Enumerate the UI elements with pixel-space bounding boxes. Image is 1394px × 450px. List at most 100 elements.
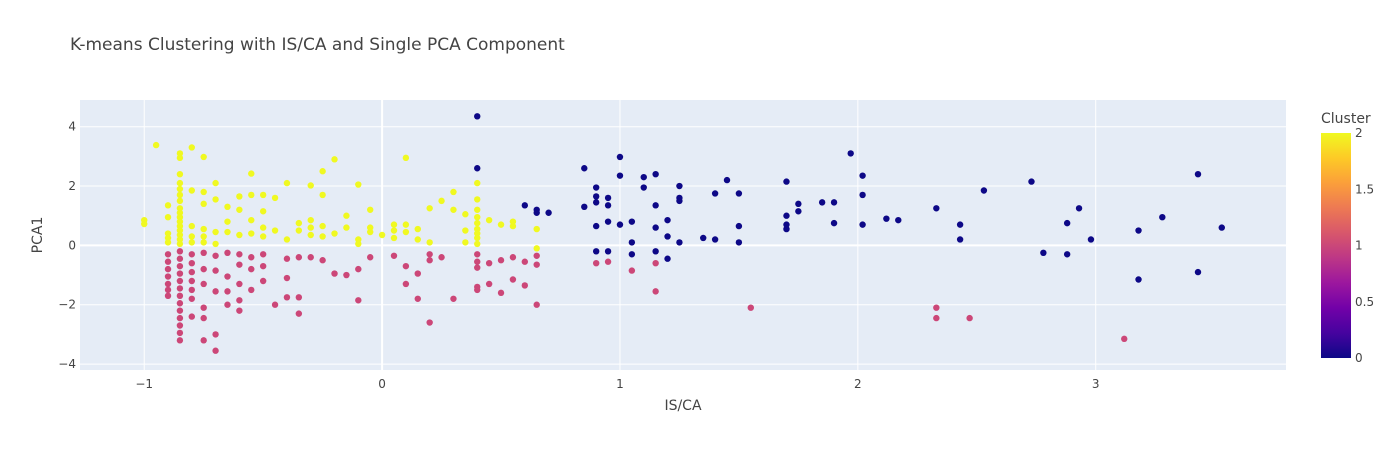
- data-point-cluster-0: [1063, 251, 1071, 258]
- data-point-cluster-2: [367, 206, 374, 213]
- data-point-cluster-0: [664, 255, 671, 262]
- data-point-cluster-1: [509, 254, 517, 261]
- data-point-cluster-2: [164, 239, 172, 246]
- data-point-cluster-2: [176, 236, 184, 243]
- data-point-cluster-2: [402, 154, 410, 162]
- data-point-cluster-1: [200, 249, 207, 257]
- data-point-cluster-0: [956, 221, 964, 228]
- data-point-cluster-0: [676, 239, 683, 246]
- data-point-cluster-2: [307, 216, 314, 224]
- data-point-cluster-1: [236, 307, 243, 314]
- data-point-cluster-2: [319, 168, 326, 175]
- data-point-cluster-1: [176, 314, 184, 322]
- data-point-cluster-1: [212, 347, 219, 354]
- data-point-cluster-0: [664, 216, 671, 224]
- data-point-cluster-2: [474, 225, 481, 233]
- data-point-cluster-0: [533, 209, 540, 216]
- data-point-cluster-2: [152, 141, 160, 149]
- data-point-cluster-1: [533, 252, 540, 259]
- data-point-cluster-2: [188, 187, 195, 194]
- data-point-cluster-2: [390, 227, 398, 234]
- data-point-cluster-0: [604, 248, 612, 255]
- data-point-cluster-1: [485, 280, 493, 288]
- data-point-cluster-1: [200, 304, 207, 311]
- data-point-cluster-1: [188, 259, 195, 267]
- data-point-cluster-1: [271, 301, 279, 308]
- data-point-cluster-2: [212, 196, 219, 203]
- data-point-cluster-2: [176, 154, 184, 162]
- data-point-cluster-2: [533, 245, 540, 252]
- data-point-cluster-1: [164, 280, 172, 288]
- data-point-cluster-2: [248, 170, 255, 177]
- data-point-cluster-1: [236, 251, 243, 258]
- data-point-cluster-1: [414, 295, 421, 302]
- data-point-cluster-1: [319, 257, 326, 264]
- data-point-cluster-0: [1063, 219, 1071, 227]
- data-point-cluster-1: [331, 270, 338, 277]
- data-point-cluster-0: [592, 222, 600, 230]
- data-point-cluster-2: [212, 228, 219, 236]
- data-point-cluster-0: [616, 172, 624, 179]
- data-point-cluster-0: [604, 218, 612, 225]
- data-point-cluster-2: [212, 179, 219, 187]
- data-point-cluster-0: [1194, 268, 1202, 276]
- plot-area: [80, 100, 1286, 370]
- data-point-cluster-1: [259, 262, 267, 270]
- data-point-cluster-2: [414, 236, 421, 243]
- data-point-cluster-2: [390, 234, 398, 242]
- y-tick-label: 2: [68, 179, 76, 193]
- data-point-cluster-0: [783, 178, 790, 185]
- data-point-cluster-1: [176, 337, 184, 344]
- data-point-cluster-1: [176, 255, 184, 262]
- data-point-cluster-0: [723, 176, 731, 184]
- data-point-cluster-0: [830, 219, 838, 227]
- data-point-cluster-2: [462, 227, 469, 234]
- data-point-cluster-1: [188, 251, 195, 258]
- data-point-cluster-2: [474, 240, 481, 248]
- data-point-cluster-1: [474, 258, 481, 265]
- data-point-cluster-1: [438, 254, 445, 261]
- data-point-cluster-2: [176, 240, 184, 248]
- data-point-cluster-0: [1075, 205, 1083, 212]
- data-point-cluster-0: [592, 193, 600, 200]
- data-point-cluster-2: [176, 185, 184, 193]
- data-point-cluster-1: [176, 270, 184, 277]
- data-point-cluster-0: [818, 199, 826, 206]
- x-tick-label: 1: [616, 377, 624, 391]
- data-point-cluster-1: [200, 265, 207, 273]
- data-point-cluster-2: [200, 153, 207, 161]
- data-point-cluster-2: [224, 203, 231, 211]
- data-point-cluster-0: [783, 221, 790, 228]
- data-point-cluster-0: [933, 205, 940, 212]
- data-point-cluster-1: [295, 310, 303, 317]
- data-point-cluster-2: [307, 224, 314, 231]
- x-tick-label: 2: [854, 377, 862, 391]
- data-point-cluster-1: [966, 314, 973, 322]
- data-point-cluster-2: [343, 212, 350, 219]
- data-point-cluster-2: [188, 222, 195, 230]
- data-point-cluster-1: [390, 252, 398, 259]
- data-point-cluster-0: [628, 251, 636, 258]
- data-point-cluster-1: [224, 301, 231, 308]
- data-point-cluster-2: [176, 197, 184, 205]
- data-point-cluster-2: [212, 240, 219, 248]
- x-tick-label: 0: [378, 377, 386, 391]
- data-point-cluster-1: [414, 270, 421, 277]
- data-point-cluster-2: [259, 233, 267, 240]
- data-point-cluster-2: [295, 219, 303, 227]
- data-point-cluster-2: [236, 231, 243, 239]
- data-point-cluster-2: [414, 225, 421, 233]
- data-point-cluster-2: [355, 181, 362, 188]
- data-point-cluster-0: [956, 236, 964, 243]
- data-point-cluster-1: [164, 286, 172, 294]
- data-point-cluster-1: [176, 300, 184, 307]
- data-point-cluster-2: [248, 230, 255, 237]
- data-point-cluster-2: [450, 206, 457, 213]
- data-point-cluster-2: [176, 222, 184, 230]
- data-point-cluster-2: [474, 196, 481, 203]
- data-point-cluster-2: [378, 231, 386, 239]
- data-point-cluster-1: [283, 274, 291, 282]
- data-point-cluster-2: [319, 222, 326, 230]
- data-point-cluster-2: [200, 239, 207, 246]
- data-point-cluster-1: [355, 297, 362, 304]
